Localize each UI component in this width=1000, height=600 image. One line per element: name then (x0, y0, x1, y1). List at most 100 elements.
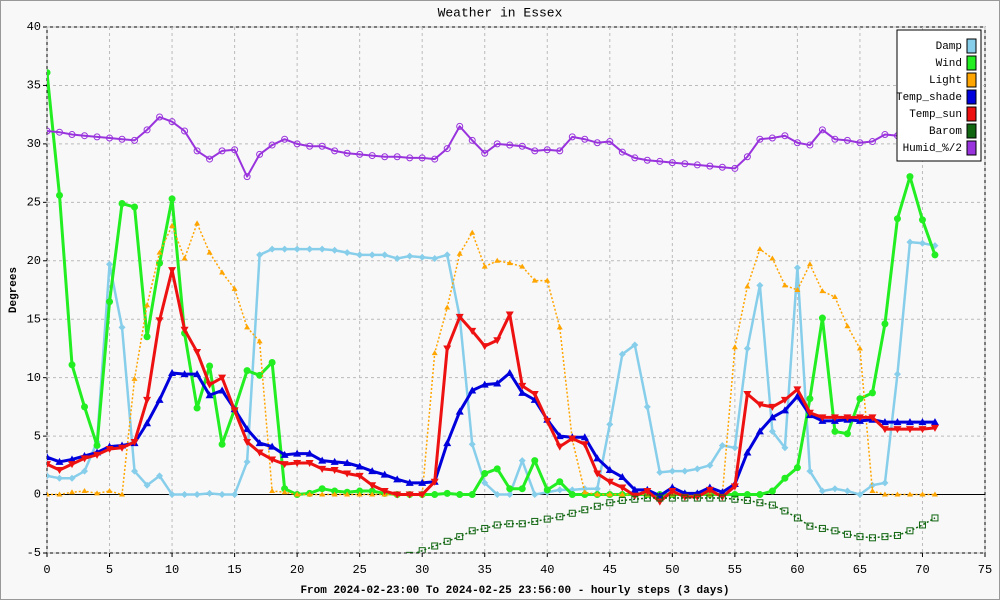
marker (906, 173, 914, 181)
marker (106, 298, 114, 306)
marker (731, 444, 739, 452)
marker (143, 481, 151, 489)
marker (593, 485, 601, 493)
marker (293, 245, 301, 253)
marker (506, 260, 513, 266)
marker (793, 139, 801, 147)
marker (81, 467, 89, 475)
marker (868, 534, 876, 542)
marker (431, 542, 439, 550)
marker (930, 424, 939, 432)
marker (656, 468, 664, 476)
marker (443, 489, 451, 497)
marker (218, 491, 226, 499)
marker (268, 442, 277, 450)
x-tick-label: 35 (478, 563, 492, 577)
marker (156, 113, 164, 121)
marker (731, 495, 739, 503)
marker (305, 459, 314, 467)
marker (918, 418, 927, 426)
marker (631, 495, 639, 503)
marker (505, 311, 514, 319)
marker (906, 238, 914, 246)
marker (918, 216, 926, 224)
marker (880, 426, 889, 434)
marker (881, 479, 889, 487)
marker (69, 489, 76, 495)
marker (405, 478, 414, 486)
marker (880, 418, 889, 426)
marker (631, 341, 639, 349)
legend-swatch (966, 72, 977, 88)
marker (593, 454, 602, 462)
marker (893, 370, 901, 378)
marker (169, 222, 176, 228)
marker (168, 267, 177, 275)
marker (68, 361, 76, 369)
marker (706, 461, 714, 469)
x-tick-label: 50 (665, 563, 679, 577)
marker (255, 439, 264, 447)
marker (606, 499, 614, 507)
marker (768, 403, 777, 411)
marker (93, 451, 102, 459)
marker (218, 440, 226, 448)
marker (343, 249, 351, 257)
x-tick-label: 70 (915, 563, 929, 577)
x-tick-label: 65 (853, 563, 867, 577)
marker (218, 386, 227, 394)
marker (105, 445, 114, 453)
marker (755, 401, 764, 409)
x-tick-label: 15 (227, 563, 241, 577)
marker (893, 215, 901, 223)
marker (868, 389, 876, 397)
marker (468, 327, 477, 335)
marker (306, 245, 314, 253)
marker (455, 407, 464, 415)
marker (918, 521, 926, 529)
marker (468, 491, 476, 499)
marker (218, 147, 226, 155)
marker (81, 132, 89, 140)
marker (793, 464, 801, 472)
marker (780, 396, 789, 404)
marker (130, 438, 139, 446)
marker (731, 491, 739, 499)
marker (368, 487, 376, 495)
marker (543, 515, 551, 523)
marker (193, 404, 201, 412)
marker (268, 141, 276, 149)
marker (606, 138, 614, 146)
marker (493, 521, 501, 529)
marker (443, 537, 451, 545)
marker (631, 154, 639, 162)
x-tick-label: 20 (290, 563, 304, 577)
marker (194, 220, 201, 226)
marker (356, 487, 364, 495)
marker (518, 382, 527, 390)
y-tick-label: 25 (27, 196, 41, 210)
marker (818, 126, 826, 134)
marker (769, 255, 776, 261)
marker (843, 430, 851, 438)
marker (343, 458, 352, 466)
marker (718, 163, 726, 171)
marker (293, 140, 301, 148)
marker (519, 263, 526, 269)
marker (856, 345, 863, 351)
marker (668, 467, 676, 475)
marker (556, 513, 564, 521)
marker (143, 419, 152, 427)
marker (630, 485, 639, 493)
marker (131, 467, 139, 475)
marker (406, 551, 414, 553)
marker (480, 380, 489, 388)
marker (818, 414, 827, 422)
marker (243, 438, 252, 446)
marker (469, 229, 476, 235)
marker (506, 485, 514, 493)
marker (56, 474, 64, 482)
marker (144, 302, 151, 308)
marker (531, 517, 539, 525)
marker (918, 426, 927, 434)
